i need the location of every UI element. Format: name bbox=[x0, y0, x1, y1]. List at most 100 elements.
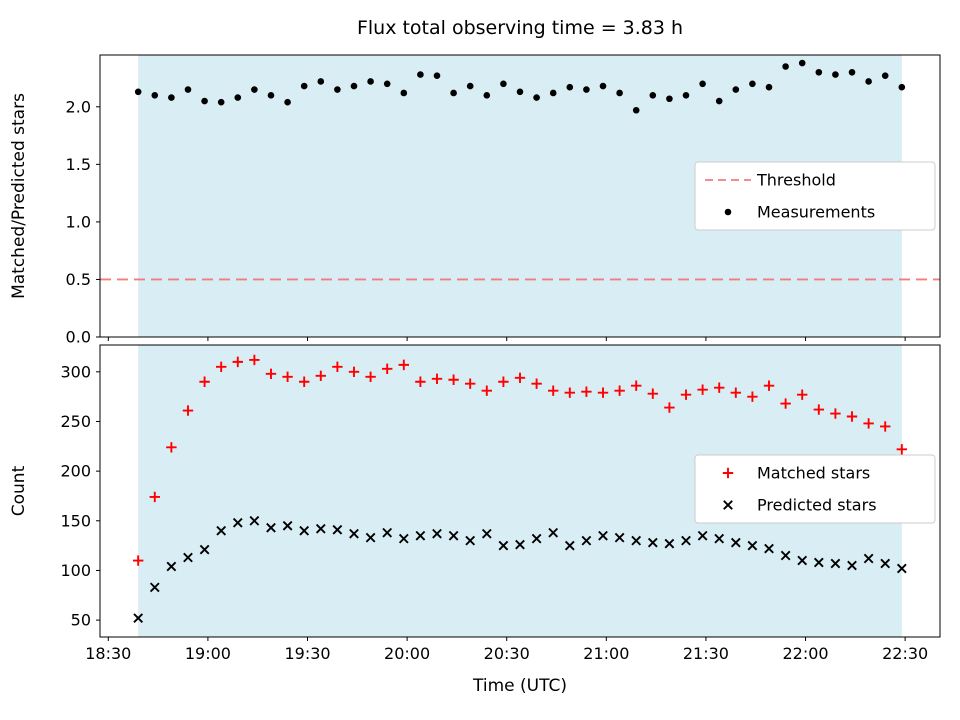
measurements-point bbox=[350, 82, 358, 90]
predicted-stars-point bbox=[681, 535, 691, 546]
predicted-stars-point bbox=[697, 530, 708, 541]
predicted-stars-point bbox=[415, 530, 426, 541]
measurements-point bbox=[483, 91, 491, 99]
measurements-point bbox=[300, 82, 308, 90]
predicted-stars-point bbox=[349, 528, 359, 539]
matched-stars-point bbox=[232, 356, 243, 368]
measurements-point bbox=[383, 80, 391, 88]
x-tick-label: 22:30 bbox=[882, 644, 928, 663]
measurements-point bbox=[317, 78, 325, 85]
matched-stars-point bbox=[149, 491, 160, 503]
matched-stars-point bbox=[315, 370, 326, 381]
matched-stars-point bbox=[464, 378, 476, 389]
y-tick-label: 1.5 bbox=[66, 155, 91, 174]
legend-label: Matched stars bbox=[757, 464, 870, 483]
measurements-point bbox=[699, 80, 706, 88]
measurements-point bbox=[168, 94, 175, 101]
measurements-point bbox=[583, 86, 590, 93]
y-tick-label: 200 bbox=[60, 462, 91, 481]
matched-stars-point bbox=[714, 382, 725, 393]
measurements-point bbox=[782, 63, 789, 70]
measurements-point bbox=[898, 83, 906, 91]
matched-stars-point bbox=[381, 363, 393, 375]
predicted-stars-point bbox=[780, 550, 791, 561]
predicted-stars-point bbox=[515, 539, 525, 550]
chart-title: Flux total observing time = 3.83 h bbox=[357, 17, 683, 39]
matched-stars-point bbox=[597, 387, 609, 398]
x-tick-label: 22:00 bbox=[782, 644, 828, 663]
measurements-point bbox=[881, 72, 889, 80]
y-tick-label: 300 bbox=[60, 362, 91, 381]
predicted-stars-point bbox=[863, 553, 874, 564]
measurements-point bbox=[533, 94, 540, 101]
legend-label: Predicted stars bbox=[757, 496, 877, 515]
matched-stars-point bbox=[780, 398, 791, 409]
predicted-stars-point bbox=[797, 555, 808, 566]
predicted-stars-point bbox=[315, 523, 326, 534]
measurements-point bbox=[865, 78, 872, 85]
predicted-stars-point bbox=[714, 533, 725, 544]
matched-stars-point bbox=[747, 391, 758, 402]
predicted-stars-point bbox=[282, 520, 293, 531]
axes-frame bbox=[99, 344, 941, 638]
measurements-point bbox=[500, 80, 507, 88]
measurements-point bbox=[234, 94, 242, 101]
matched-stars-legend-sample bbox=[722, 467, 734, 479]
matched-stars-point bbox=[348, 366, 360, 378]
y-tick-label: 0.5 bbox=[66, 270, 91, 289]
measurements-point bbox=[217, 98, 225, 106]
matched-stars-point bbox=[448, 374, 459, 385]
predicted-stars-point bbox=[664, 538, 675, 549]
measurements-point bbox=[284, 98, 291, 106]
matched-stars-point bbox=[166, 442, 177, 453]
x-tick-label: 19:00 bbox=[185, 644, 231, 663]
predicted-stars-point bbox=[647, 537, 658, 548]
matched-stars-point bbox=[182, 405, 194, 416]
measurements-point bbox=[466, 82, 474, 90]
measurements-point bbox=[715, 97, 723, 105]
predicted-stars-point bbox=[216, 525, 227, 536]
predicted-stars-point bbox=[448, 530, 459, 541]
measurements-point bbox=[367, 78, 374, 85]
matched-stars-point bbox=[481, 385, 492, 396]
predicted-stars-point bbox=[398, 533, 409, 544]
predicted-stars-legend-sample bbox=[723, 500, 733, 510]
matched-stars-point bbox=[581, 386, 592, 397]
predicted-stars-point bbox=[896, 563, 907, 574]
predicted-stars-point bbox=[813, 557, 824, 568]
legend: Matched stars Predicted stars bbox=[694, 454, 936, 524]
predicted-stars-point bbox=[332, 524, 343, 535]
matched-stars-point bbox=[215, 361, 227, 373]
predicted-stars-point bbox=[199, 544, 210, 555]
matched-stars-point bbox=[863, 418, 874, 429]
y-tick-label: 100 bbox=[60, 561, 91, 580]
subplot-ratio: 0.0 0.5 1.0 1.5 2.0 Threshold Measurements bbox=[66, 54, 941, 347]
matched-stars-point bbox=[631, 380, 642, 391]
matched-stars-point bbox=[398, 359, 409, 371]
matched-stars-point bbox=[730, 387, 742, 398]
legend-label: Threshold bbox=[756, 171, 836, 190]
measurements-legend-sample bbox=[724, 208, 732, 216]
measurements-point bbox=[400, 89, 408, 97]
x-tick-label: 21:00 bbox=[583, 644, 629, 663]
matched-stars-point bbox=[830, 408, 841, 419]
matched-stars-point bbox=[880, 421, 891, 432]
matched-stars-point bbox=[498, 376, 509, 387]
measurements-point bbox=[749, 80, 756, 88]
x-tick-label: 20:30 bbox=[484, 644, 530, 663]
predicted-stars-point bbox=[299, 525, 310, 536]
predicted-stars-point bbox=[365, 532, 376, 543]
predicted-stars-point bbox=[166, 561, 177, 572]
matched-stars-point bbox=[415, 376, 426, 387]
subplot-count: 50 100 150 200 250 300 18:30 19:00 19:30 20:00 20:… bbox=[60, 344, 941, 663]
x-axis-label: Time (UTC) bbox=[472, 676, 567, 696]
measurements-point bbox=[566, 83, 574, 91]
measurements-point bbox=[450, 89, 457, 97]
measurements-point bbox=[549, 89, 557, 97]
legend-box bbox=[694, 454, 936, 524]
predicted-stars-point bbox=[548, 527, 559, 538]
predicted-stars-point bbox=[266, 522, 276, 533]
ratio-y-axis-label: Matched/Predicted stars bbox=[9, 93, 29, 299]
